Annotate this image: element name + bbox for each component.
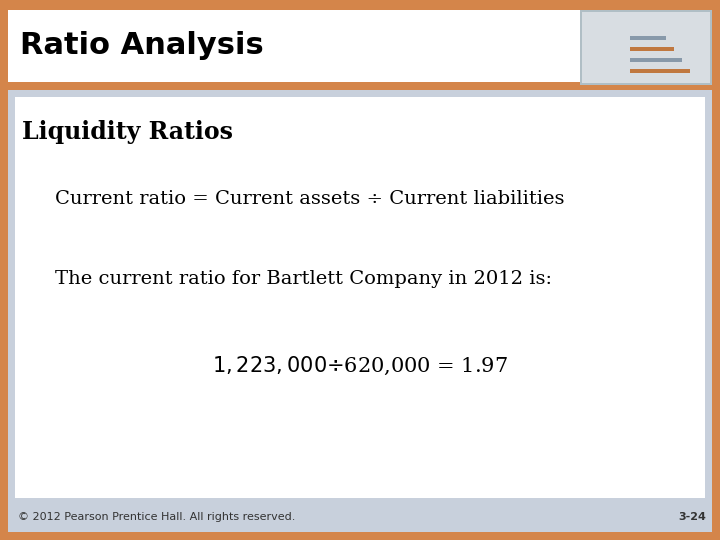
Bar (630, 69, 690, 73)
Bar (582, 12, 710, 83)
Bar (8, 502, 712, 532)
Bar (712, 0, 720, 540)
Bar (15, 97, 705, 498)
Bar (0, 0, 8, 540)
Bar (8, 10, 712, 85)
Bar (630, 47, 674, 51)
Bar (580, 10, 712, 85)
Bar (630, 58, 682, 62)
Text: 3-24: 3-24 (678, 512, 706, 522)
Bar (630, 36, 666, 40)
Bar (0, 532, 720, 540)
Text: Ratio Analysis: Ratio Analysis (20, 31, 264, 60)
Text: Liquidity Ratios: Liquidity Ratios (22, 120, 233, 144)
Text: Current ratio = Current assets ÷ Current liabilities: Current ratio = Current assets ÷ Current… (55, 190, 564, 208)
Text: The current ratio for Bartlett Company in 2012 is:: The current ratio for Bartlett Company i… (55, 270, 552, 288)
Bar (8, 90, 712, 505)
Bar (0, 82, 720, 90)
Text: $1,223,000 ÷ $620,000 = 1.97: $1,223,000 ÷ $620,000 = 1.97 (212, 355, 508, 377)
Text: © 2012 Pearson Prentice Hall. All rights reserved.: © 2012 Pearson Prentice Hall. All rights… (18, 512, 295, 522)
Bar (0, 0, 720, 10)
